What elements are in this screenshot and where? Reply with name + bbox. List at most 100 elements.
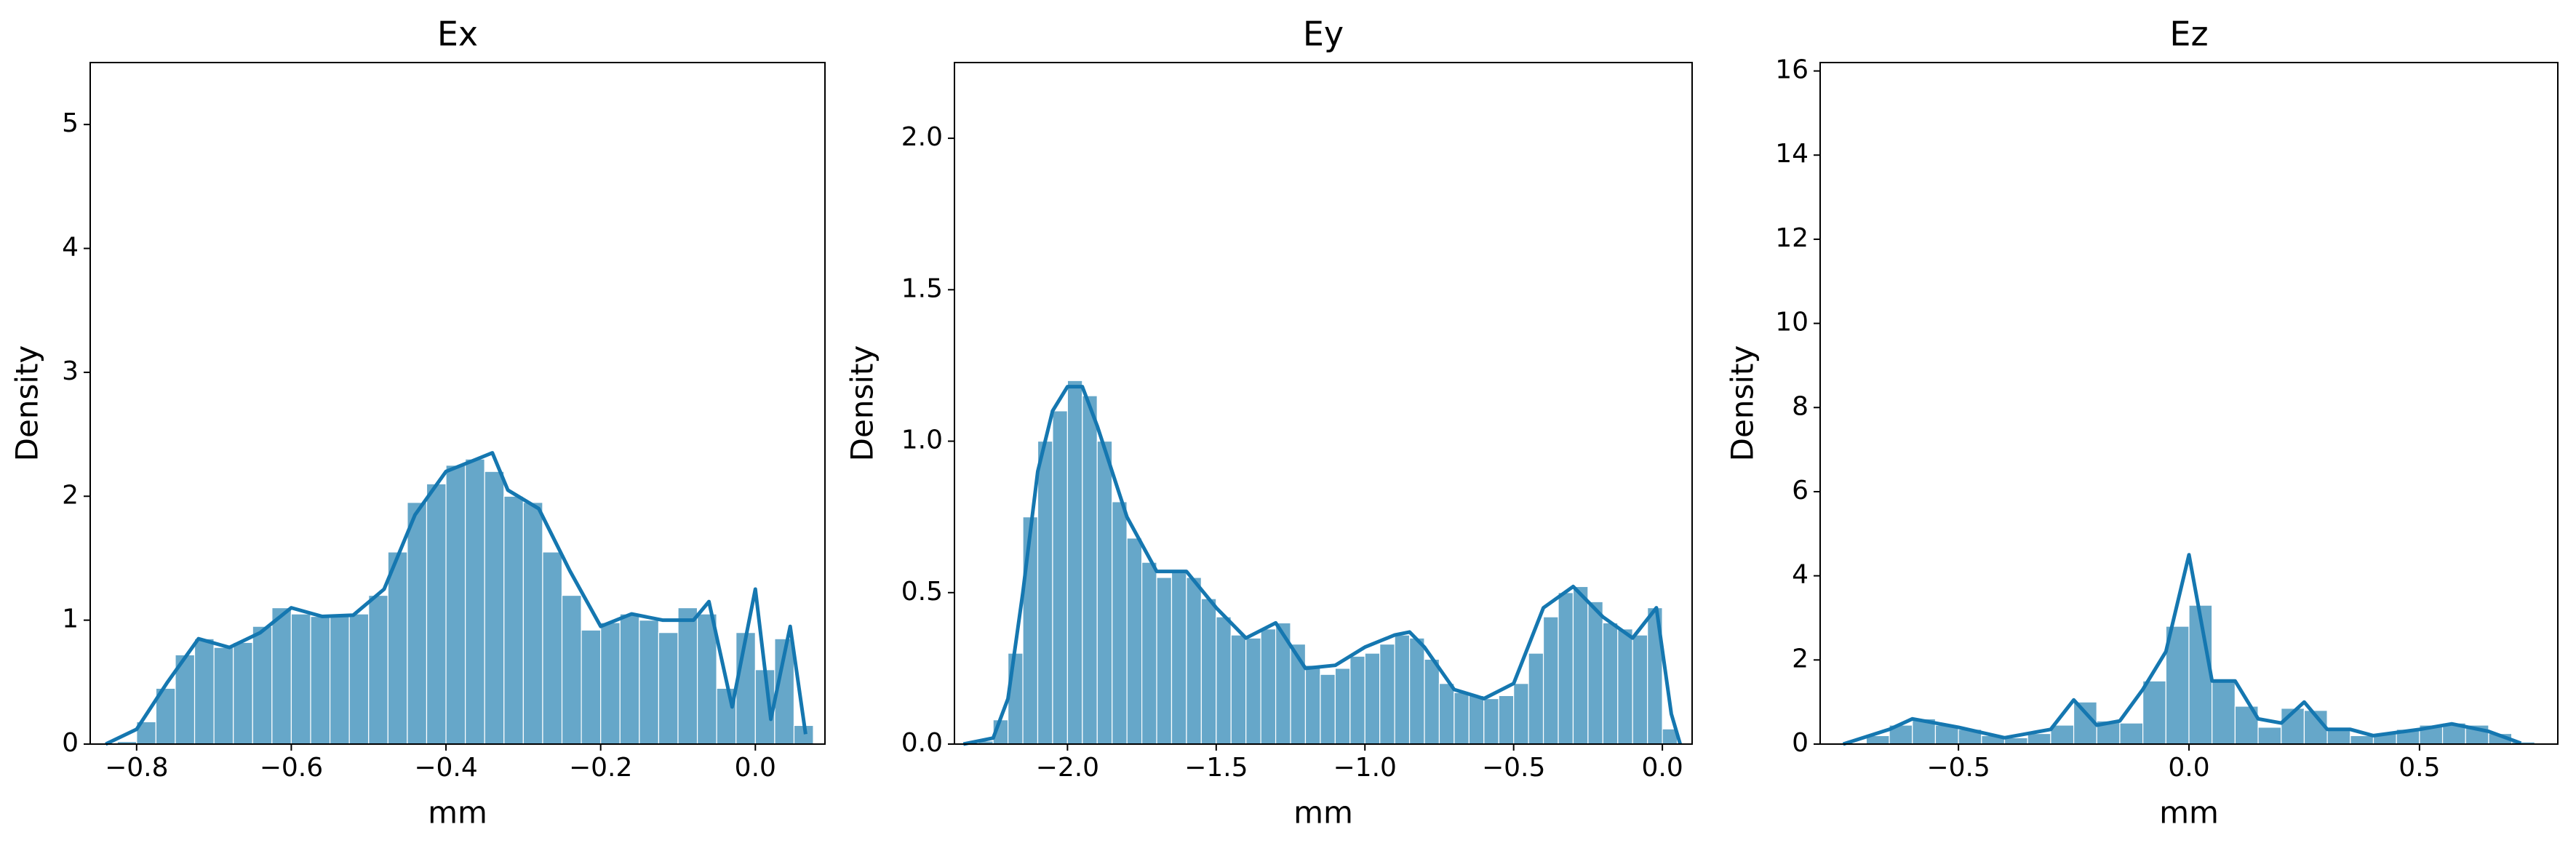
y-tick-label: 0.5 xyxy=(901,577,943,607)
bar xyxy=(1424,658,1440,745)
bar xyxy=(1112,501,1128,745)
bar xyxy=(619,613,640,745)
y-tick-label: 8 xyxy=(1792,391,1809,421)
x-axis-label: mm xyxy=(428,795,487,831)
bar xyxy=(1364,652,1381,745)
y-tick-label: 14 xyxy=(1775,139,1809,169)
y-axis-label: Density xyxy=(9,345,45,462)
bar xyxy=(1438,683,1455,745)
bar xyxy=(1379,643,1395,745)
chart-title: Ex xyxy=(437,15,478,54)
y-tick-label: 1.5 xyxy=(901,273,943,303)
bar xyxy=(1349,655,1365,745)
bar xyxy=(1394,634,1411,745)
bar xyxy=(1498,695,1515,745)
y-tick-label: 0 xyxy=(62,728,79,758)
x-tick-label: −1.0 xyxy=(1333,753,1397,783)
bar xyxy=(1468,695,1485,745)
bar xyxy=(271,607,292,745)
bar xyxy=(368,594,388,745)
bar xyxy=(2350,735,2374,745)
bar xyxy=(1096,440,1113,745)
y-tick-label: 6 xyxy=(1792,476,1809,506)
bar xyxy=(407,502,428,745)
y-tick-label: 2 xyxy=(1792,644,1809,674)
bar xyxy=(1156,577,1173,745)
x-tick-label: 0.0 xyxy=(1641,753,1683,783)
bar xyxy=(1066,380,1083,745)
bar xyxy=(1216,616,1232,745)
bar xyxy=(1558,592,1574,745)
bar xyxy=(1542,616,1559,745)
y-tick-label: 2.0 xyxy=(901,122,943,152)
axes-frame xyxy=(954,62,1693,745)
y-tick-label: 12 xyxy=(1775,223,1809,253)
bar xyxy=(522,502,543,745)
bar xyxy=(1528,652,1544,745)
bar xyxy=(542,551,563,745)
y-tick-label: 2 xyxy=(62,480,79,510)
bar xyxy=(1587,601,1603,745)
kde-line xyxy=(962,385,1682,746)
bar xyxy=(2119,722,2144,745)
bar xyxy=(1082,395,1098,745)
bar xyxy=(2257,727,2282,745)
x-axis-label: mm xyxy=(1293,795,1353,831)
y-tick-label: 3 xyxy=(62,356,79,386)
x-tick-label: −1.5 xyxy=(1184,753,1248,783)
bar xyxy=(329,615,350,745)
bar xyxy=(1141,562,1157,745)
x-tick-label: −0.6 xyxy=(260,753,323,783)
bar xyxy=(639,620,660,745)
bar xyxy=(348,613,370,745)
y-tick-label: 16 xyxy=(1775,55,1809,85)
y-tick-label: 0 xyxy=(1792,728,1809,758)
bar xyxy=(213,647,234,745)
bar xyxy=(1007,652,1024,745)
bar xyxy=(1617,628,1633,745)
bar xyxy=(445,465,466,745)
bar xyxy=(677,607,698,745)
bar xyxy=(561,594,582,745)
bar xyxy=(1602,622,1619,745)
bar xyxy=(1171,571,1187,745)
x-axis-label: mm xyxy=(2159,795,2219,831)
bar xyxy=(1052,410,1068,745)
bar xyxy=(1454,692,1470,745)
bar xyxy=(2142,680,2166,745)
bar xyxy=(310,615,331,745)
x-tick-label: 0.5 xyxy=(2398,753,2440,783)
bar xyxy=(387,551,408,745)
y-tick-label: 10 xyxy=(1775,308,1809,337)
bar xyxy=(1483,698,1499,745)
bar xyxy=(233,642,253,745)
bar xyxy=(1245,637,1261,745)
x-tick-label: −0.8 xyxy=(105,753,168,783)
bar xyxy=(696,613,717,745)
y-tick-label: 4 xyxy=(1792,560,1809,590)
bar xyxy=(2326,729,2351,745)
bar xyxy=(2165,626,2190,745)
bar xyxy=(1632,634,1648,745)
bar xyxy=(484,471,505,745)
bar xyxy=(600,622,621,745)
y-tick-label: 5 xyxy=(62,108,79,138)
bar xyxy=(2050,724,2075,745)
bar xyxy=(465,458,485,745)
y-tick-label: 0.0 xyxy=(901,728,943,758)
x-tick-label: −0.5 xyxy=(1926,753,1990,783)
bar xyxy=(1037,440,1053,745)
kde-line xyxy=(105,451,808,746)
bar xyxy=(1572,586,1589,745)
bar xyxy=(1513,683,1529,745)
x-tick-label: −0.5 xyxy=(1482,753,1545,783)
bar xyxy=(503,495,524,745)
y-tick-label: 4 xyxy=(62,233,79,263)
chart-title: Ey xyxy=(1303,15,1344,54)
bar xyxy=(1200,598,1217,745)
y-tick-label: 1.0 xyxy=(901,426,943,455)
bar xyxy=(2027,732,2051,745)
x-tick-label: −2.0 xyxy=(1036,753,1099,783)
